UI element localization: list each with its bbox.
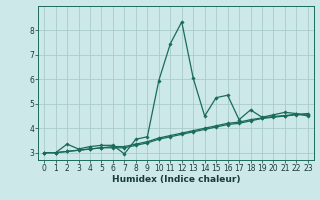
X-axis label: Humidex (Indice chaleur): Humidex (Indice chaleur) bbox=[112, 175, 240, 184]
